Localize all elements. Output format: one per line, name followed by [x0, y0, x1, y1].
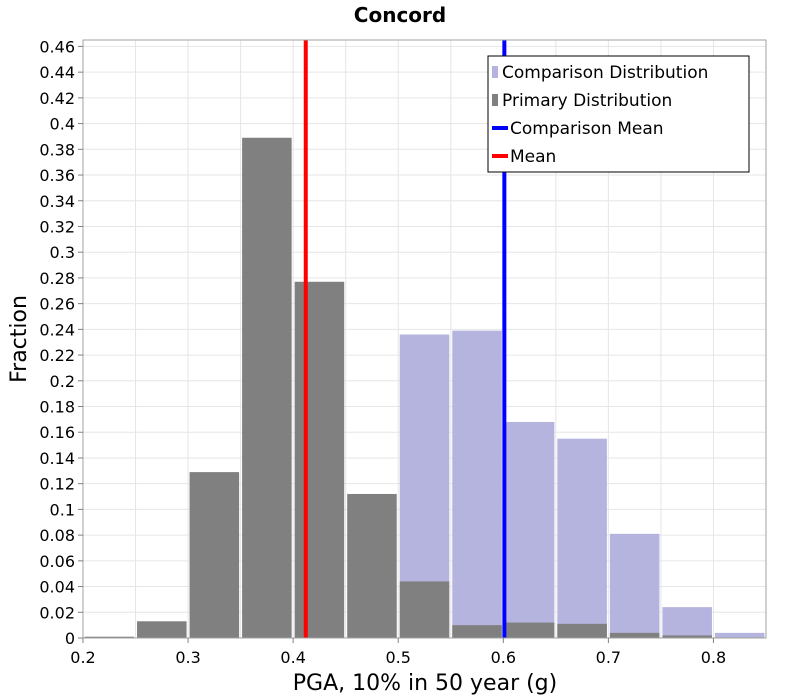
comparison-distribution-bar: [504, 421, 555, 638]
y-tick-label: 0.12: [39, 475, 75, 494]
primary-distribution-bar: [242, 137, 292, 638]
legend: Comparison Distribution Primary Distribut…: [487, 55, 750, 173]
x-tick-label: 0.3: [175, 648, 200, 667]
primary-distribution-bar: [504, 622, 555, 638]
comparison-distribution-bar: [714, 632, 765, 638]
y-tick-label: 0.2: [50, 372, 75, 391]
y-tick-label: 0.24: [39, 320, 75, 339]
legend-entry-label: Primary Distribution: [502, 91, 672, 111]
y-tick-label: 0.4: [50, 115, 75, 134]
x-axis-ticks: 0.2 0.3 0.4 0.5 0.6 0.7 0.8: [70, 638, 726, 667]
y-tick-label: 0.22: [39, 346, 75, 365]
primary-distribution-bar: [609, 632, 660, 638]
plot-area-frame: [82, 39, 767, 639]
primary-distribution-bar: [452, 625, 502, 638]
legend-entry-label: Mean: [510, 147, 556, 167]
x-tick-label: 0.8: [701, 648, 726, 667]
primary-distribution-bar: [557, 623, 607, 638]
y-tick-label: 0: [65, 629, 75, 648]
primary-distribution-bar: [662, 635, 712, 638]
primary-distribution-bar: [84, 636, 135, 638]
legend-entry-label: Comparison Distribution: [502, 63, 708, 83]
y-tick-label: 0.44: [39, 63, 75, 82]
y-tick-label: 0.36: [39, 166, 75, 185]
y-axis-label: Fraction: [7, 295, 32, 383]
y-tick-label: 0.04: [39, 578, 75, 597]
y-tick-label: 0.02: [39, 603, 75, 622]
y-tick-label: 0.1: [50, 500, 75, 519]
y-tick-label: 0.46: [39, 37, 75, 56]
primary-distribution-bar: [189, 472, 240, 638]
primary-distribution-bar: [347, 493, 397, 638]
y-tick-label: 0.18: [39, 398, 75, 417]
y-tick-label: 0.32: [39, 217, 75, 236]
y-tick-label: 0.08: [39, 526, 75, 545]
x-tick-label: 0.7: [596, 648, 621, 667]
primary-distribution-bar: [294, 281, 345, 638]
legend-swatch: [492, 66, 498, 78]
bars: [84, 137, 765, 638]
x-axis-label: PGA, 10% in 50 year (g): [293, 671, 557, 696]
comparison-distribution-bar: [452, 330, 502, 638]
legend-swatch: [492, 94, 498, 106]
chart-title: Concord: [354, 3, 446, 27]
x-tick-label: 0.2: [70, 648, 95, 667]
x-tick-label: 0.6: [491, 648, 516, 667]
legend-box: [487, 55, 750, 173]
y-tick-label: 0.16: [39, 423, 75, 442]
x-tick-label: 0.4: [280, 648, 305, 667]
y-tick-label: 0.3: [50, 243, 75, 262]
y-tick-label: 0.42: [39, 89, 75, 108]
comparison-distribution-bar: [609, 533, 660, 638]
primary-distribution-bar: [137, 621, 187, 638]
y-tick-label: 0.38: [39, 140, 75, 159]
y-tick-label: 0.28: [39, 269, 75, 288]
y-tick-label: 0.34: [39, 192, 75, 211]
y-axis-ticks: 0 0.02 0.04 0.06 0.08 0.1 0.12 0.14 0.16 0.18 0.2 0…: [39, 37, 83, 648]
comparison-distribution-bar: [557, 438, 607, 638]
y-tick-label: 0.06: [39, 552, 75, 571]
primary-distribution-bar: [399, 581, 450, 638]
y-tick-label: 0.26: [39, 295, 75, 314]
y-tick-label: 0.14: [39, 449, 75, 468]
comparison-distribution-bar: [662, 607, 712, 638]
x-tick-label: 0.5: [386, 648, 411, 667]
legend-entry-label: Comparison Mean: [510, 119, 664, 139]
